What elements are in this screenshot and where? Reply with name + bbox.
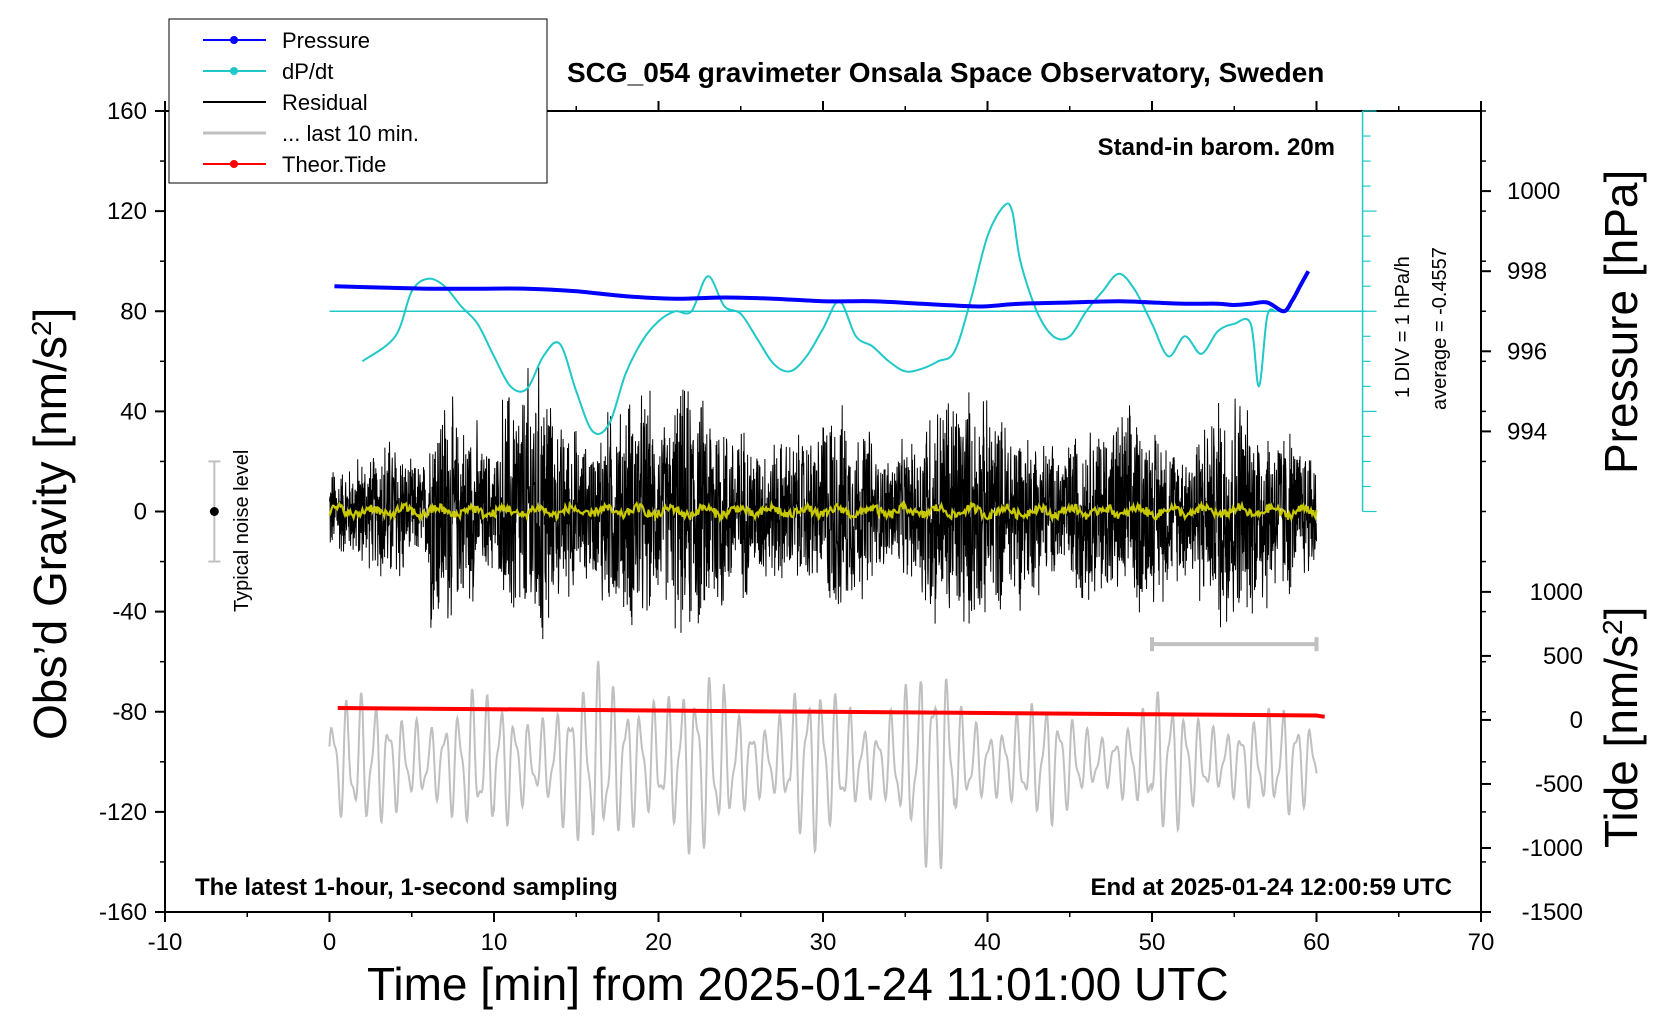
legend-item: Theor.Tide	[203, 152, 386, 177]
x-tick-label: -10	[148, 929, 183, 956]
legend-label: Pressure	[282, 28, 370, 53]
legend-label: dP/dt	[282, 59, 333, 84]
legend-label: ... last 10 min.	[282, 121, 419, 146]
x-tick-label: 20	[645, 929, 672, 956]
series-theor-tide-line	[337, 706, 1326, 719]
y-tick-label: 0	[134, 499, 147, 526]
tide-tick-label: -1500	[1522, 899, 1583, 926]
y-tick-label: 80	[120, 298, 147, 325]
legend-label: Theor.Tide	[282, 152, 386, 177]
x-tick-label: 40	[974, 929, 1001, 956]
y-axis-label-pressure: Pressure [hPa]	[1595, 170, 1647, 474]
legend-marker	[230, 67, 238, 75]
y-axis-label-tide: Tide [nm/s2]	[1595, 607, 1647, 848]
y-tick-label: 120	[107, 198, 147, 225]
y-axis-label-tide-main: Tide [nm/s	[1595, 635, 1647, 848]
legend-items: Pressure dP/dt Residual ... last 10 min. The…	[203, 28, 419, 177]
tide-tick-label: 0	[1570, 707, 1583, 734]
y-tick-label: -160	[99, 899, 147, 926]
y-tick-label: 160	[107, 98, 147, 125]
pressure-tick-label: 1000	[1507, 178, 1560, 205]
tide-axis: 1000 500 0 -500 -1000 -1500	[1481, 579, 1583, 926]
pressure-axis: 1000 998 996 994	[1481, 178, 1560, 445]
x-tick-label: 60	[1303, 929, 1330, 956]
y-tick-label: -120	[99, 799, 147, 826]
series-dpdt-line	[361, 202, 1276, 435]
y-tick-label: -80	[112, 699, 147, 726]
y-axis-label-left-tail: ]	[24, 308, 76, 321]
x-axis-ticks: -10 0 10 20 30 40 50 60 70	[148, 101, 1495, 956]
noise-level-bar	[208, 460, 221, 563]
end-time-note: End at 2025-01-24 12:00:59 UTC	[1091, 874, 1453, 901]
legend-marker	[230, 160, 238, 168]
series-last-10-min-line	[328, 660, 1318, 870]
y-axis-ticks: 160 120 80 40 0 -40 -80 -120 -160	[99, 98, 1486, 926]
legend: Pressure dP/dt Residual ... last 10 min. The…	[168, 18, 548, 184]
y-axis-label-tide-tail: ]	[1595, 607, 1647, 620]
y-tick-label: -40	[112, 599, 147, 626]
x-axis-label: Time [min] from 2025-01-24 11:01:00 UTC	[367, 958, 1229, 1010]
series-layer	[208, 110, 1377, 870]
y-axis-label-left: Obs’d Gravity [nm/s2]	[24, 308, 76, 740]
pressure-tick-label: 998	[1507, 258, 1547, 285]
noise-bar-dot	[209, 507, 219, 516]
latest-note: The latest 1-hour, 1-second sampling	[195, 874, 618, 901]
tide-tick-label: -1000	[1522, 835, 1583, 862]
y-axis-label-left-main: Obs’d Gravity [nm/s	[24, 336, 76, 740]
chart-title: SCG_054 gravimeter Onsala Space Observat…	[567, 57, 1324, 88]
x-tick-label: 0	[323, 929, 336, 956]
legend-item: dP/dt	[203, 59, 333, 84]
legend-marker	[230, 36, 238, 44]
average-label: average = -0.4557	[1429, 247, 1451, 410]
tide-tick-label: 1000	[1530, 579, 1583, 606]
tide-tick-label: -500	[1535, 771, 1583, 798]
legend-label: Residual	[282, 90, 368, 115]
series-pressure-line	[334, 270, 1311, 314]
div-label: 1 DIV = 1 hPa/h	[1392, 256, 1414, 398]
legend-item: ... last 10 min.	[203, 121, 419, 146]
x-tick-label: 10	[481, 929, 508, 956]
tide-tick-label: 500	[1543, 643, 1583, 670]
y-axis-label-left-sup: 2	[26, 321, 57, 337]
x-tick-label: 70	[1468, 929, 1495, 956]
series-residual-line	[329, 367, 1317, 640]
pressure-tick-label: 996	[1507, 338, 1547, 365]
y-axis-label-tide-sup: 2	[1597, 619, 1628, 635]
noise-label: Typical noise level	[231, 450, 253, 612]
last-10-min-bracket	[1150, 637, 1319, 652]
barometer-note: Stand-in barom. 20m	[1098, 134, 1335, 161]
x-tick-label: 50	[1139, 929, 1166, 956]
legend-item: Residual	[203, 90, 368, 115]
y-tick-label: 40	[120, 398, 147, 425]
pressure-tick-label: 994	[1507, 418, 1547, 445]
legend-item: Pressure	[203, 28, 370, 53]
series-smoothed-line	[328, 499, 1318, 524]
x-tick-label: 30	[810, 929, 837, 956]
